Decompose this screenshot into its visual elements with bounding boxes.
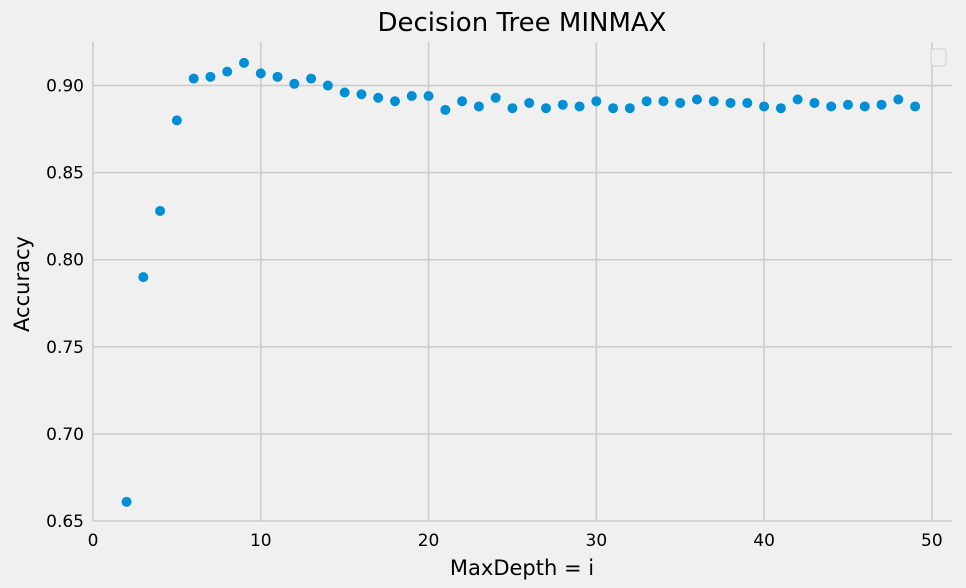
- y-tick-label: 0.85: [46, 164, 84, 184]
- data-point: [205, 71, 216, 82]
- data-point: [641, 96, 652, 107]
- data-point: [222, 66, 233, 77]
- data-point: [188, 73, 199, 84]
- data-point: [809, 97, 820, 108]
- data-point: [406, 90, 417, 101]
- y-tick-label: 0.65: [46, 512, 84, 532]
- data-point: [356, 89, 367, 100]
- data-point: [322, 80, 333, 91]
- x-tick-label: 50: [921, 531, 943, 551]
- chart-title: Decision Tree MINMAX: [378, 8, 667, 38]
- x-axis-label: MaxDepth = i: [450, 556, 594, 580]
- data-point: [389, 96, 400, 107]
- grid: [92, 42, 952, 522]
- data-point: [608, 103, 619, 114]
- data-point: [725, 97, 736, 108]
- data-point: [540, 103, 551, 114]
- data-point: [306, 73, 317, 84]
- data-point: [826, 101, 837, 112]
- data-point: [775, 103, 786, 114]
- data-point: [272, 71, 283, 82]
- data-point: [138, 272, 149, 283]
- data-point: [792, 94, 803, 105]
- data-point: [457, 96, 468, 107]
- x-tick-label: 0: [88, 531, 99, 551]
- data-point: [490, 92, 501, 103]
- data-point: [473, 101, 484, 112]
- y-tick-label: 0.75: [46, 338, 84, 358]
- data-point: [524, 97, 535, 108]
- x-tick-label: 20: [418, 531, 440, 551]
- y-axis-label: Accuracy: [10, 236, 34, 332]
- axis-ticks: 0 10 20 30 40 50 0.65 0.70 0.75 0.80 0.85 0.90: [46, 77, 943, 551]
- data-point: [557, 99, 568, 110]
- data-point: [339, 87, 350, 98]
- x-tick-label: 30: [586, 531, 608, 551]
- y-tick-label: 0.90: [46, 77, 84, 97]
- data-point: [171, 115, 182, 126]
- data-points: [121, 57, 921, 507]
- data-point: [507, 103, 518, 114]
- data-point: [121, 496, 132, 507]
- data-point: [289, 78, 300, 89]
- x-tick-label: 10: [250, 531, 272, 551]
- data-point: [574, 101, 585, 112]
- data-point: [255, 68, 266, 79]
- data-point: [910, 101, 921, 112]
- data-point: [691, 94, 702, 105]
- x-tick-label: 40: [753, 531, 775, 551]
- data-point: [423, 90, 434, 101]
- y-tick-label: 0.80: [46, 251, 84, 271]
- data-point: [238, 57, 249, 68]
- legend-box: [930, 48, 947, 67]
- data-point: [859, 101, 870, 112]
- data-point: [624, 103, 635, 114]
- data-point: [373, 92, 384, 103]
- data-point: [658, 96, 669, 107]
- y-tick-label: 0.70: [46, 425, 84, 445]
- data-point: [742, 97, 753, 108]
- data-point: [842, 99, 853, 110]
- data-point: [155, 205, 166, 216]
- data-point: [876, 99, 887, 110]
- data-point: [708, 96, 719, 107]
- data-point: [759, 101, 770, 112]
- data-point: [591, 96, 602, 107]
- data-point: [675, 97, 686, 108]
- data-point: [893, 94, 904, 105]
- data-point: [440, 104, 451, 115]
